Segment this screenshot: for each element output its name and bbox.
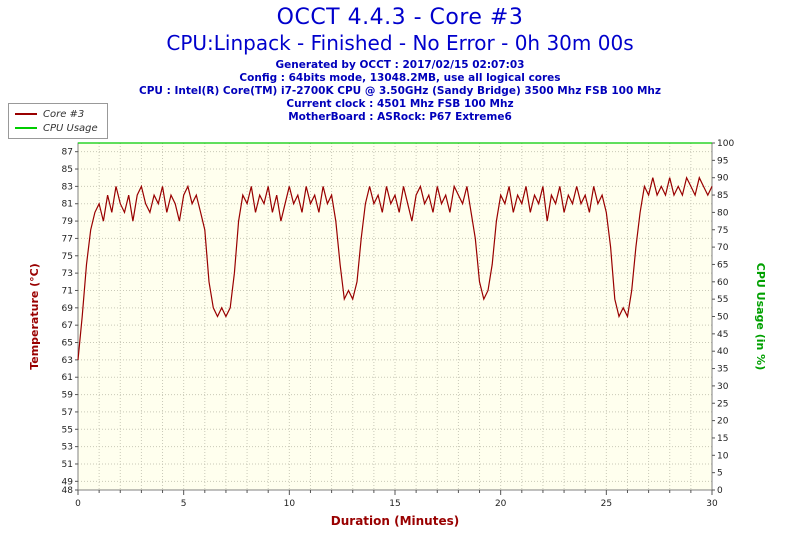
right-tick-label: 55 bbox=[717, 295, 728, 305]
left-tick-label: 71 bbox=[62, 286, 73, 296]
left-tick-label: 69 bbox=[62, 304, 74, 314]
left-tick-label: 81 bbox=[62, 200, 73, 210]
legend-label-core3: Core #3 bbox=[43, 108, 85, 120]
x-tick-label: 20 bbox=[495, 499, 507, 509]
right-tick-label: 15 bbox=[717, 434, 728, 444]
core3-line-swatch bbox=[15, 113, 37, 115]
legend-label-cpu-usage: CPU Usage bbox=[43, 122, 98, 134]
left-tick-label: 59 bbox=[62, 391, 74, 401]
left-tick-label: 53 bbox=[62, 443, 73, 453]
x-axis-label: Duration (Minutes) bbox=[331, 514, 459, 528]
right-tick-label: 35 bbox=[717, 365, 728, 375]
right-tick-label: 65 bbox=[717, 260, 728, 270]
left-axis-label: Temperature (°C) bbox=[28, 263, 41, 370]
left-tick-label: 49 bbox=[62, 477, 74, 487]
right-tick-label: 70 bbox=[717, 243, 729, 253]
right-tick-label: 25 bbox=[717, 399, 728, 409]
right-tick-label: 50 bbox=[717, 313, 729, 323]
right-tick-label: 60 bbox=[717, 278, 729, 288]
x-tick-label: 15 bbox=[389, 499, 400, 509]
left-tick-label: 77 bbox=[62, 234, 73, 244]
x-tick-label: 0 bbox=[75, 499, 81, 509]
left-tick-label: 83 bbox=[62, 182, 73, 192]
right-tick-label: 0 bbox=[717, 486, 723, 496]
legend: Core #3 CPU Usage bbox=[8, 103, 108, 139]
right-tick-label: 95 bbox=[717, 156, 728, 166]
left-tick-label: 85 bbox=[62, 165, 73, 175]
right-tick-label: 10 bbox=[717, 451, 729, 461]
left-tick-label: 73 bbox=[62, 269, 73, 279]
x-tick-label: 10 bbox=[284, 499, 296, 509]
series-line-0 bbox=[77, 175, 713, 360]
legend-item-cpu-usage: CPU Usage bbox=[15, 121, 98, 135]
x-tick-label: 5 bbox=[181, 499, 187, 509]
x-tick-label: 25 bbox=[601, 499, 612, 509]
right-axis-label: CPU Usage (in %) bbox=[754, 263, 767, 370]
info-generated: Generated by OCCT : 2017/02/15 02:07:03 bbox=[275, 59, 525, 71]
right-tick-label: 45 bbox=[717, 330, 728, 340]
page-subtitle: CPU:Linpack - Finished - No Error - 0h 3… bbox=[166, 31, 634, 55]
left-tick-label: 75 bbox=[62, 252, 73, 262]
left-tick-label: 48 bbox=[62, 486, 74, 496]
legend-item-core3: Core #3 bbox=[15, 107, 98, 121]
info-config: Config : 64bits mode, 13048.2MB, use all… bbox=[239, 72, 561, 84]
left-tick-label: 87 bbox=[62, 148, 73, 158]
info-cpu: CPU : Intel(R) Core(TM) i7-2700K CPU @ 3… bbox=[139, 85, 661, 97]
right-tick-label: 90 bbox=[717, 174, 729, 184]
left-tick-label: 61 bbox=[62, 373, 73, 383]
right-tick-label: 85 bbox=[717, 191, 728, 201]
right-tick-label: 80 bbox=[717, 208, 729, 218]
right-tick-label: 20 bbox=[717, 417, 729, 427]
right-tick-label: 75 bbox=[717, 226, 728, 236]
left-tick-label: 63 bbox=[62, 356, 73, 366]
page-title: OCCT 4.4.3 - Core #3 bbox=[276, 5, 524, 30]
left-tick-label: 55 bbox=[62, 425, 73, 435]
right-tick-label: 100 bbox=[717, 139, 734, 149]
left-tick-label: 79 bbox=[62, 217, 74, 227]
left-tick-label: 65 bbox=[62, 339, 73, 349]
temperature-chart: 8785838179777573716967656361595755535149… bbox=[28, 139, 767, 528]
info-current-clock: Current clock : 4501 Mhz FSB 100 Mhz bbox=[286, 98, 514, 110]
x-tick-label: 30 bbox=[706, 499, 718, 509]
cpu-usage-line-swatch bbox=[15, 127, 37, 129]
occt-report: OCCT 4.4.3 - Core #3 CPU:Linpack - Finis… bbox=[0, 5, 800, 528]
left-tick-label: 57 bbox=[62, 408, 73, 418]
right-tick-label: 40 bbox=[717, 347, 729, 357]
info-motherboard: MotherBoard : ASRock: P67 Extreme6 bbox=[288, 111, 512, 123]
right-tick-label: 5 bbox=[717, 469, 723, 479]
left-tick-label: 51 bbox=[62, 460, 73, 470]
right-tick-label: 30 bbox=[717, 382, 729, 392]
info-block: Generated by OCCT : 2017/02/15 02:07:03 … bbox=[0, 59, 800, 124]
left-tick-label: 67 bbox=[62, 321, 73, 331]
